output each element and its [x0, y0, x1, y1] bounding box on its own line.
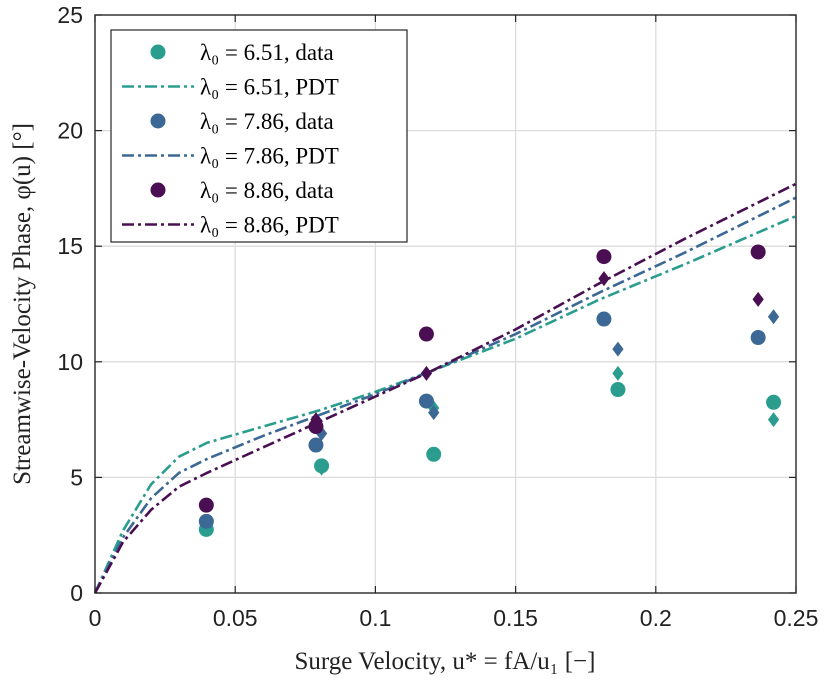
data-point-diamond: [752, 291, 764, 307]
y-axis-label: Streamwise-Velocity Phase, φ(u) [°]: [9, 123, 36, 485]
y-tick-label: 25: [57, 2, 83, 28]
x-tick-label: 0.05: [213, 605, 258, 631]
x-tick-label: 0: [89, 605, 102, 631]
legend-entry-label: λ₀ = 7.86, data: [200, 109, 334, 134]
x-tick-label: 0.25: [774, 605, 819, 631]
data-point-circle: [610, 382, 626, 398]
x-tick-label: 0.1: [359, 605, 391, 631]
legend-entry-label: λ₀ = 6.51, data: [200, 40, 334, 65]
legend-entry-label: λ₀ = 7.86, PDT: [200, 144, 339, 169]
pdt-series-line: [93, 196, 797, 594]
data-point-diamond: [767, 309, 780, 325]
data-point-diamond: [767, 412, 780, 428]
legend-box: [110, 29, 408, 243]
y-axis-ticks: 0 5 10 15 20 25: [57, 2, 796, 606]
legend-entry-label: λ₀ = 8.86, data: [200, 178, 334, 203]
data-point-circle: [596, 249, 612, 265]
legend-marker: [150, 44, 166, 60]
data-point-circle: [596, 311, 612, 327]
pdt-series-line: [93, 182, 797, 594]
pdt-series-line: [93, 214, 797, 594]
data-point-diamond: [598, 271, 610, 287]
data-point-circle: [198, 497, 214, 513]
legend-entry-label: λ₀ = 6.51, PDT: [200, 75, 339, 100]
legend-marker: [150, 182, 166, 198]
x-tick-label: 0.15: [493, 605, 538, 631]
data-point-circle: [308, 437, 324, 453]
y-tick-label: 5: [70, 464, 83, 490]
data-point-circle: [418, 326, 434, 342]
legend-entry-label: λ₀ = 8.86, PDT: [200, 213, 339, 238]
data-point-circle: [750, 330, 766, 346]
x-axis-label: Surge Velocity, u* = fA/u₁ [−]: [294, 648, 595, 675]
y-tick-label: 15: [57, 233, 83, 259]
data-point-diamond: [428, 405, 440, 421]
data-point-circle: [766, 394, 782, 410]
plot-area-frame: [94, 14, 797, 594]
data-point-diamond: [612, 341, 624, 357]
series-markers: [198, 244, 782, 537]
data-point-diamond: [420, 365, 433, 381]
legend: λ₀ = 6.51, data λ₀ = 6.51, PDT λ₀ = 7.86, …: [110, 29, 408, 243]
data-point-circle: [418, 393, 434, 409]
series-lines: [93, 182, 797, 594]
data-point-diamond: [612, 365, 624, 381]
data-point-circle: [750, 244, 766, 260]
y-tick-label: 10: [57, 349, 83, 375]
y-tick-label: 20: [57, 118, 83, 144]
data-point-circle: [314, 458, 330, 474]
y-tick-label: 0: [70, 580, 83, 606]
legend-marker: [150, 113, 166, 129]
x-axis-ticks: 0 0.05 0.1 0.15 0.2 0.25: [89, 15, 819, 631]
x-tick-label: 0.2: [640, 605, 672, 631]
data-point-circle: [426, 446, 442, 462]
data-point-circle: [308, 419, 324, 435]
data-point-circle: [198, 513, 214, 529]
